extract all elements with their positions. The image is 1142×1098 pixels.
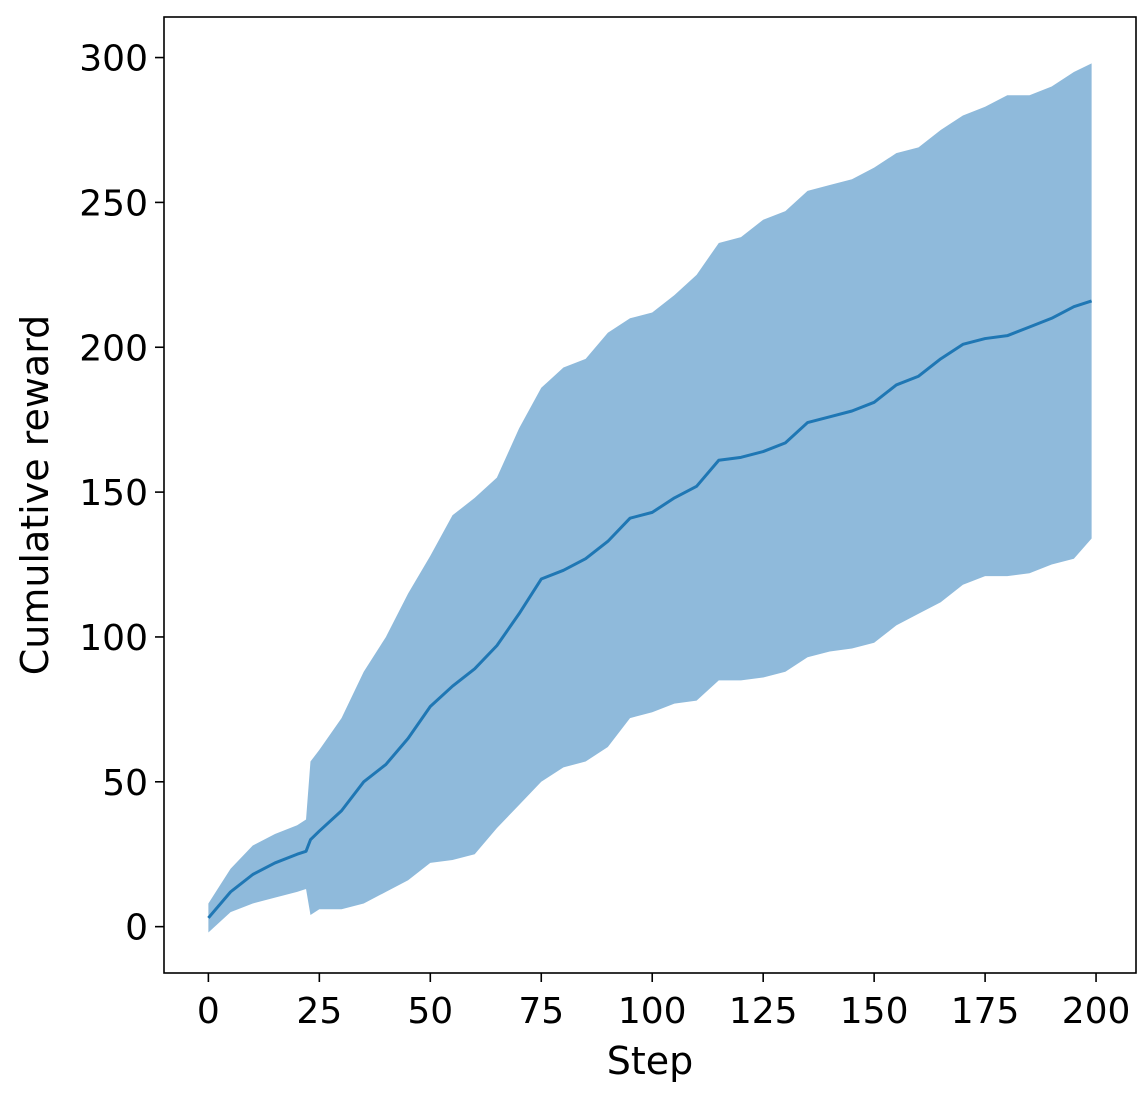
y-tick-label: 0 [125,908,148,949]
x-tick-label: 50 [407,991,453,1032]
y-tick-label: 250 [79,183,148,224]
std-band [208,63,1092,933]
y-tick-label: 300 [79,39,148,80]
x-tick-label: 100 [618,991,687,1032]
plot-area [207,63,1093,933]
x-tick-label: 75 [518,991,564,1032]
y-tick-label: 150 [79,473,148,514]
x-tick-label: 200 [1062,991,1131,1032]
mean-line [207,299,1093,919]
y-tick-label: 50 [102,763,148,804]
y-tick-label: 100 [79,618,148,659]
x-tick-label: 150 [840,991,909,1032]
x-tick-label: 0 [197,991,220,1032]
axes-frame [163,16,1137,974]
x-axis-ticks: 0 25 50 75 100 125 150 175 200 [197,973,1130,1032]
x-axis-label: Step [607,1039,694,1083]
x-tick-label: 125 [729,991,798,1032]
x-tick-label: 25 [296,991,342,1032]
y-axis-label: Cumulative reward [13,315,57,676]
x-tick-label: 175 [951,991,1020,1032]
y-axis-ticks: 0 50 100 150 200 250 300 [79,39,164,949]
y-tick-label: 200 [79,328,148,369]
